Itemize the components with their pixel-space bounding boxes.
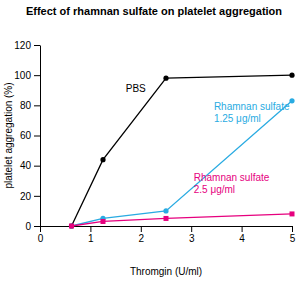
y-tick-label: 120 — [14, 40, 31, 51]
x-tick-mark — [242, 226, 243, 232]
series-label-line: Rhamnan sulfate — [214, 101, 290, 112]
point — [163, 208, 168, 213]
series-label: Rhamnan sulfate2.5 μg/ml — [194, 172, 270, 195]
x-tick: 1 — [88, 226, 94, 244]
marks — [69, 73, 295, 229]
x-tick-label: 3 — [189, 233, 195, 244]
point — [101, 219, 106, 224]
y-tick-label: 60 — [20, 130, 32, 141]
series-line — [72, 75, 293, 226]
point — [163, 76, 168, 81]
series-line — [72, 214, 293, 226]
series-label-line: 1.25 μg/ml — [214, 113, 261, 124]
x-tick-label: 2 — [139, 233, 145, 244]
y-tick: 60 — [20, 130, 40, 141]
y-tick-label: 100 — [14, 70, 31, 81]
y-tick-label: 20 — [20, 191, 32, 202]
point — [69, 223, 74, 228]
point — [289, 98, 294, 103]
title: Effect of rhamnan sulfate on platelet ag… — [26, 5, 282, 17]
x-tick-label: 0 — [38, 233, 44, 244]
y-tick-mark — [34, 105, 40, 106]
x-tick-mark — [292, 226, 293, 232]
x-axis-line — [41, 226, 293, 227]
series-label: PBS — [126, 83, 146, 94]
y-tick: 40 — [20, 160, 40, 171]
x-tick-mark — [141, 226, 142, 232]
y-tick-mark — [34, 226, 40, 227]
series-labels: PBSRhamnan sulfate1.25 μg/mlRhamnan sulf… — [126, 83, 290, 195]
x-tick-mark — [40, 226, 41, 232]
y-tick-mark — [34, 196, 40, 197]
y-tick-mark — [34, 136, 40, 137]
y-axis: 0 20 40 60 80 100 120 — [14, 40, 40, 232]
x-tick-label: 4 — [239, 233, 245, 244]
y-tick-mark — [34, 166, 40, 167]
x-tick-mark — [191, 226, 192, 232]
y-axis-line — [40, 46, 41, 227]
x-tick: 0 — [38, 226, 44, 244]
y-tick-mark — [34, 75, 40, 76]
x-tick: 2 — [139, 226, 145, 244]
y-tick-label: 80 — [20, 100, 32, 111]
point — [164, 216, 169, 221]
y-axis-title: platelet aggregation (%) — [3, 82, 14, 188]
series-line — [72, 101, 293, 226]
x-axis: 0 1 2 3 4 5 — [38, 226, 296, 244]
point — [69, 224, 74, 229]
y-tick-label: 40 — [20, 160, 32, 171]
series-label-line: PBS — [126, 83, 146, 94]
x-tick-mark — [90, 226, 91, 232]
y-tick-mark — [34, 45, 40, 46]
y-tick: 120 — [14, 40, 40, 51]
series-label-line: Rhamnan sulfate — [194, 172, 270, 183]
y-tick: 100 — [14, 70, 40, 81]
x-tick: 5 — [290, 226, 296, 244]
series-label-line: 2.5 μg/ml — [194, 184, 235, 195]
point — [69, 223, 74, 228]
y-tick: 80 — [20, 100, 40, 111]
y-tick: 20 — [20, 191, 40, 202]
x-tick: 4 — [239, 226, 245, 244]
point — [100, 157, 105, 162]
point — [289, 73, 294, 78]
x-axis-title: Thromgin (U/ml) — [130, 266, 202, 277]
series-label: Rhamnan sulfate1.25 μg/ml — [214, 101, 290, 124]
point — [290, 211, 295, 216]
y-tick: 0 — [25, 221, 40, 232]
chart: Effect of rhamnan sulfate on platelet ag… — [0, 0, 300, 287]
x-tick: 3 — [189, 226, 195, 244]
y-tick-label: 0 — [25, 221, 31, 232]
x-tick-label: 5 — [290, 233, 296, 244]
plot: 012345020406080100120PBSRhamnan sulfate1… — [14, 40, 295, 244]
x-tick-label: 1 — [88, 233, 94, 244]
